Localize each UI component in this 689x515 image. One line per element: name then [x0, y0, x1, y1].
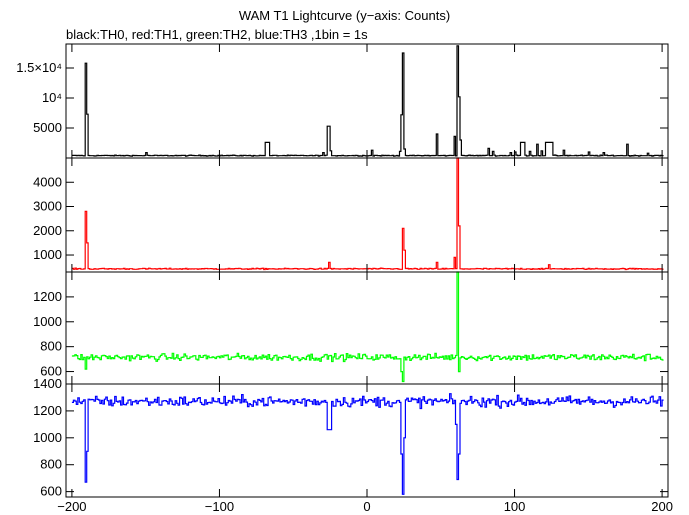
y-tick-label: 2000: [33, 223, 62, 238]
x-tick-label: 100: [504, 499, 526, 514]
y-tick-label: 3000: [33, 199, 62, 214]
y-tick-label: 800: [40, 457, 62, 472]
y-tick-label: 1000: [33, 314, 62, 329]
x-tick-label: 0: [363, 499, 370, 514]
x-tick-label: 200: [651, 499, 673, 514]
y-tick-label: 1.5×10⁴: [16, 60, 62, 75]
series-th0-line: [71, 45, 664, 157]
chart-subtitle: black:TH0, red:TH1, green:TH2, blue:TH3 …: [66, 27, 368, 42]
panel-frame-th0: [65, 43, 669, 159]
y-tick-label: 1000: [33, 247, 62, 262]
panel-frame-th2: [65, 271, 669, 385]
series-th3-line: [71, 393, 664, 495]
y-tick-label: 1400: [33, 376, 62, 391]
y-tick-label: 1200: [33, 289, 62, 304]
y-tick-label: 600: [40, 484, 62, 499]
y-tick-label: 1000: [33, 430, 62, 445]
series-th1-line: [71, 157, 664, 271]
y-tick-label: 10⁴: [42, 90, 62, 105]
y-tick-label: 600: [40, 364, 62, 379]
x-tick-label: −200: [57, 499, 86, 514]
y-tick-label: 800: [40, 339, 62, 354]
y-tick-label: 1200: [33, 403, 62, 418]
chart-title: WAM T1 Lightcurve (y−axis: Counts): [238, 8, 451, 23]
x-tick-label: −100: [205, 499, 234, 514]
panel-frame-th1: [65, 157, 669, 273]
series-th2-line: [71, 271, 664, 383]
y-tick-label: 5000: [33, 120, 62, 135]
y-tick-label: 4000: [33, 174, 62, 189]
